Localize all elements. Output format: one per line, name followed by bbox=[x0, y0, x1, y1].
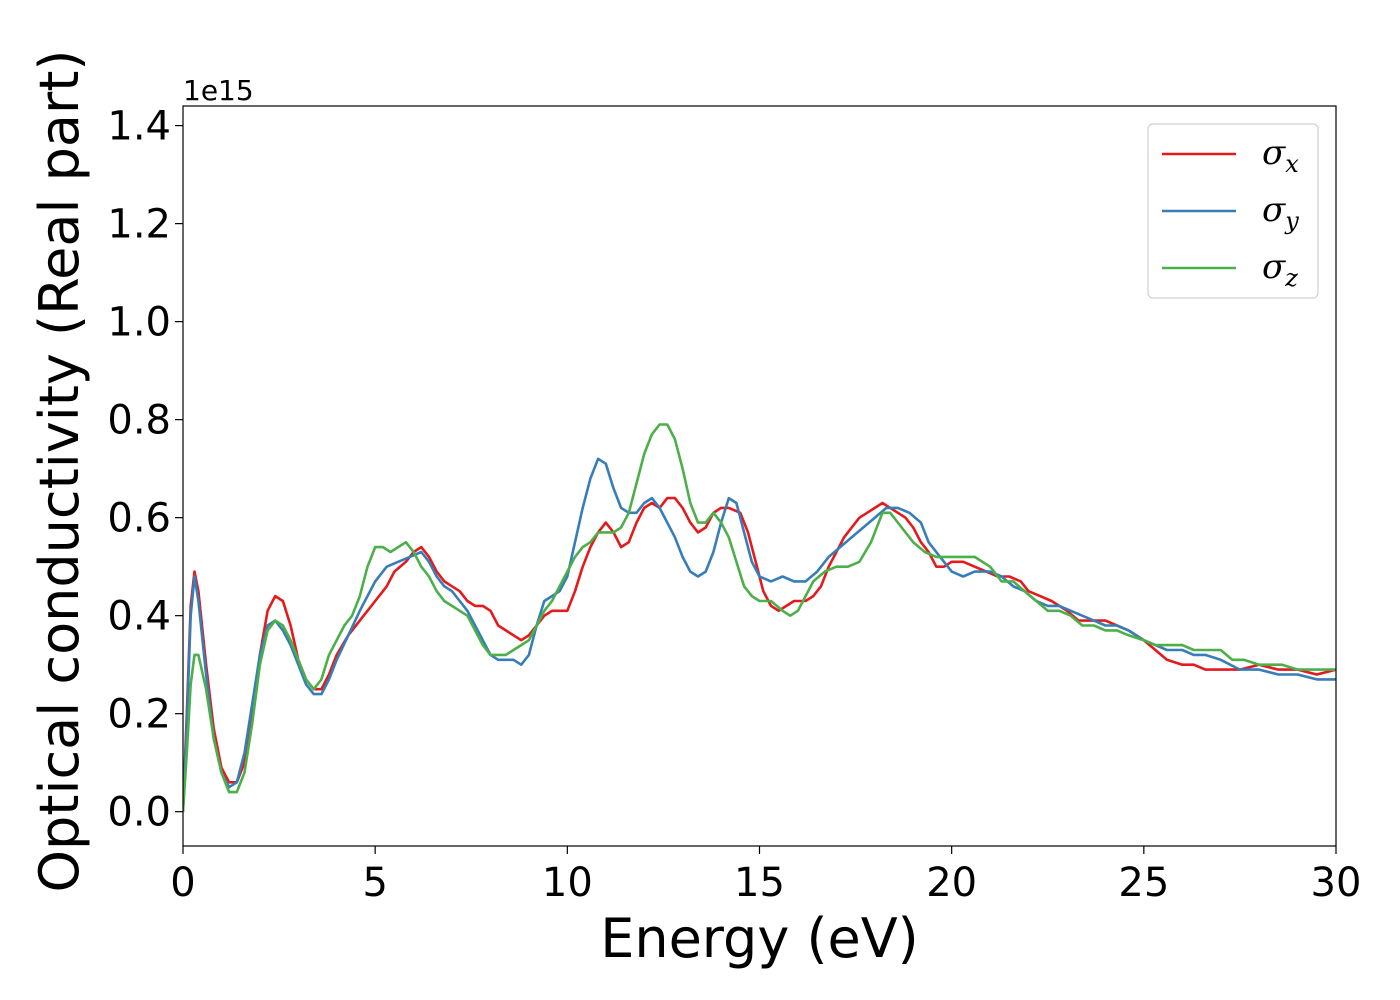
y-tick-label: 0.0 bbox=[107, 790, 171, 836]
x-tick-label: 10 bbox=[542, 860, 593, 906]
legend-label-y: σy bbox=[1262, 190, 1299, 235]
legend: σx σy σz bbox=[1147, 123, 1319, 299]
y-tick-label: 0.4 bbox=[107, 594, 171, 640]
y-tick-label: 0.2 bbox=[107, 692, 171, 738]
x-axis-title: Energy (eV) bbox=[600, 907, 919, 970]
y-tick-label: 1.4 bbox=[107, 104, 171, 150]
series-line-x bbox=[183, 496, 1336, 812]
x-tick-label: 0 bbox=[170, 860, 195, 906]
y-tick-label: 0.8 bbox=[107, 398, 171, 444]
x-tick-label: 20 bbox=[926, 860, 977, 906]
y-offset-label: 1e15 bbox=[183, 74, 254, 107]
y-tick-label: 1.2 bbox=[107, 202, 171, 248]
series-line-z bbox=[183, 423, 1336, 812]
ticks-layer: 0 5 10 15 20 25 30 0.0 0.2 0.4 0.6 0.8 1.0 1.2 1.4 bbox=[107, 104, 1361, 906]
x-tick-label: 30 bbox=[1311, 860, 1362, 906]
x-tick-label: 25 bbox=[1118, 860, 1169, 906]
legend-label-z: σz bbox=[1262, 247, 1298, 292]
y-axis-title: Optical conductivity (Real part) bbox=[28, 50, 91, 893]
y-tick-label: 0.6 bbox=[107, 496, 171, 542]
y-tick-label: 1.0 bbox=[107, 300, 171, 346]
legend-label-x: σx bbox=[1262, 133, 1299, 178]
x-tick-label: 5 bbox=[362, 860, 387, 906]
series-line-y bbox=[183, 457, 1336, 812]
x-tick-label: 15 bbox=[734, 860, 785, 906]
series-layer bbox=[183, 423, 1336, 812]
